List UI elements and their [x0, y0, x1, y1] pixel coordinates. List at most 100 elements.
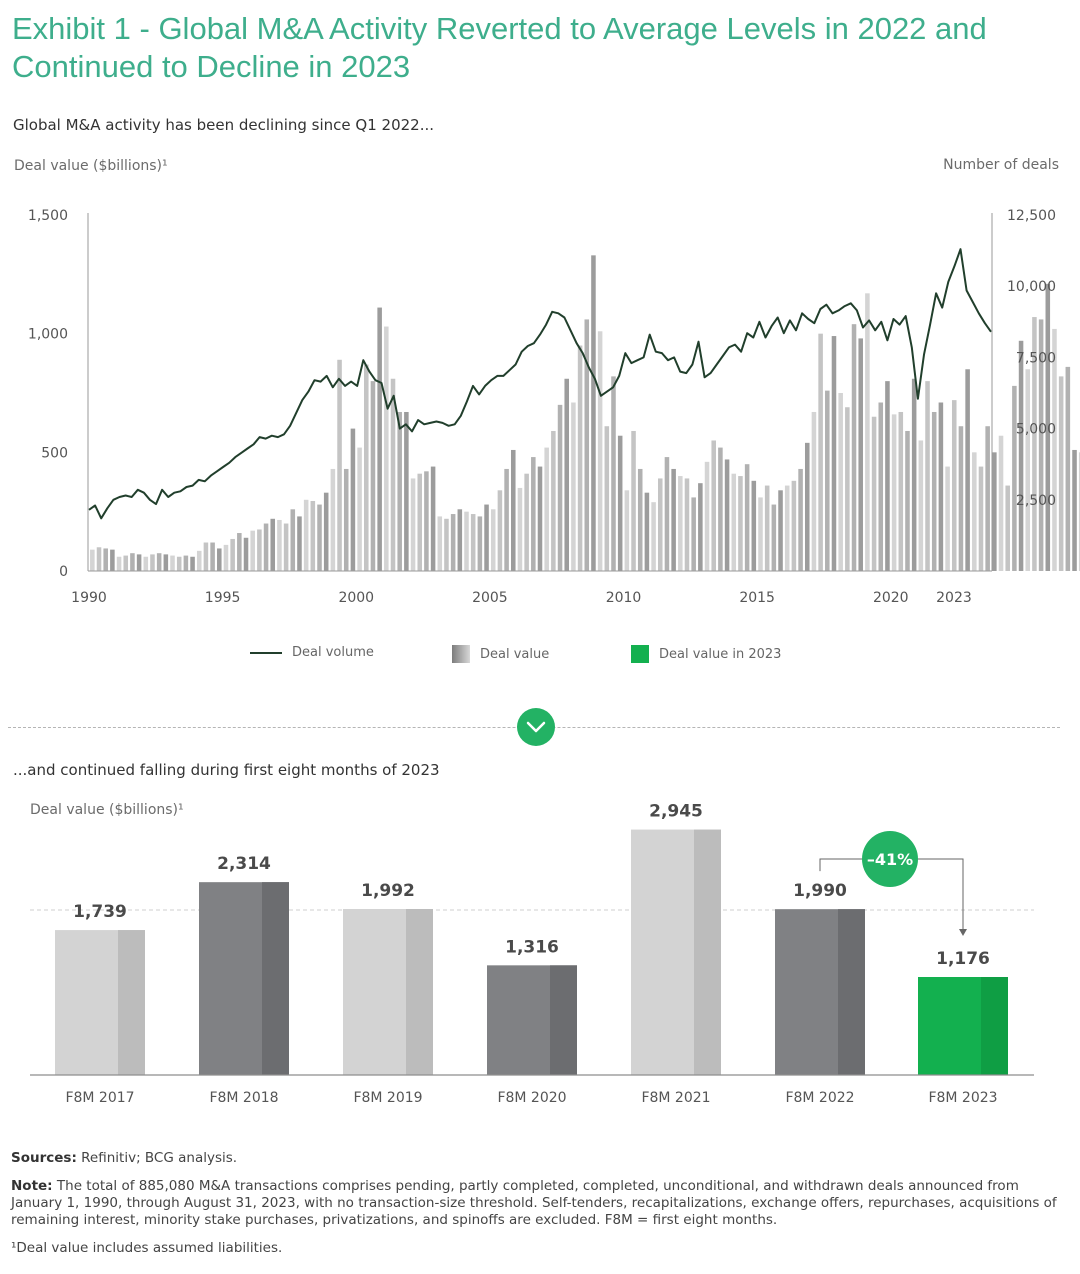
deal-value-bar [384, 326, 389, 571]
x-tick-label: 1995 [205, 590, 241, 606]
methodology-note: Note: The total of 885,080 M&A transacti… [11, 1178, 1066, 1229]
sources-text: Refinitiv; BCG analysis. [76, 1150, 238, 1166]
deal-value-bar [698, 483, 703, 571]
deal-value-bar [657, 478, 663, 571]
deal-value-bar [370, 381, 376, 571]
deal-value-bar [450, 514, 456, 571]
deal-value-bar [130, 553, 135, 571]
deal-value-bar [958, 426, 964, 571]
deal-value-bar [684, 478, 690, 571]
sources-note: Sources: Refinitiv; BCG analysis. [11, 1150, 1066, 1167]
right-tick-label: 5,000 [1016, 422, 1056, 438]
deal-value-bar [758, 497, 763, 571]
left-tick-label: 1,000 [28, 327, 68, 343]
category-label: F8M 2018 [209, 1090, 278, 1106]
deal-value-bar [918, 440, 924, 571]
deal-value-bar [257, 529, 262, 571]
deal-value-bar [397, 411, 402, 571]
category-label: F8M 2019 [353, 1090, 422, 1106]
deal-value-bar [597, 331, 603, 571]
deal-value-bar [404, 411, 409, 571]
deal-value-bar [771, 504, 777, 571]
deal-value-bar [611, 376, 616, 571]
deal-value-bar [477, 516, 483, 571]
deal-value-bar [985, 426, 990, 571]
deal-value-bar [804, 442, 810, 571]
deal-value-bar [1072, 449, 1077, 571]
left-tick-label: 1,500 [28, 208, 68, 224]
note-label: Note: [11, 1178, 53, 1194]
deal-value-bar [925, 381, 930, 571]
left-tick-label: 500 [41, 445, 68, 461]
deal-value-bar [343, 468, 349, 571]
deal-value-bar [671, 468, 676, 571]
deal-value-bar [784, 485, 790, 571]
f8m-bar-shade [262, 882, 289, 1075]
deal-value-bar [511, 449, 516, 571]
f8m-bar-shade [838, 909, 865, 1075]
deal-value-bar [604, 426, 610, 571]
legend-label: Deal value in 2023 [659, 646, 782, 662]
deal-activity-chart: 0 500 1,000 1,500 2,500 5,000 7,500 10,000 12,50… [28, 208, 1080, 606]
deal-value-bar [938, 402, 944, 571]
deal-value-bar [651, 502, 656, 571]
deal-value-bar [196, 550, 202, 571]
deal-value-bar [410, 478, 416, 571]
deal-value-bar [243, 537, 249, 571]
f8m-bar-shade [981, 977, 1008, 1075]
deal-value-bar [337, 359, 342, 571]
category-label: F8M 2020 [497, 1090, 566, 1106]
green-swatch-icon [631, 645, 649, 663]
legend-label: Deal value [480, 646, 550, 662]
x-tick-label: 2015 [739, 590, 775, 606]
deal-value-bar [223, 544, 229, 571]
deal-value-bar [203, 542, 209, 571]
x-tick-label: 2023 [936, 590, 972, 606]
deal-value-bar [644, 492, 650, 571]
footnote: ¹Deal value includes assumed liabilities… [11, 1240, 283, 1256]
deal-value-bar [898, 411, 904, 571]
right-tick-label: 7,500 [1016, 350, 1056, 366]
note-text: The total of 885,080 M&A transactions co… [11, 1178, 1057, 1228]
deal-value-bar [691, 497, 696, 571]
deal-value-bar [537, 466, 543, 571]
deal-value-bar [156, 553, 162, 571]
deal-value-bar [350, 428, 356, 571]
deal-value-bar [678, 476, 683, 571]
deal-value-bar [323, 492, 329, 571]
bottom-axis-title: Deal value ($billions)¹ [30, 802, 184, 818]
category-label: F8M 2017 [65, 1090, 134, 1106]
f8m-bar-shade [118, 930, 145, 1075]
deal-value-bar [217, 548, 222, 571]
deal-value-bar [270, 518, 276, 571]
deal-value-bar [945, 466, 950, 571]
right-tick-label: 2,500 [1016, 493, 1056, 509]
bar-value-label: 1,176 [936, 949, 990, 969]
deal-value-bar [190, 556, 195, 571]
change-badge [862, 831, 918, 887]
deal-value-bar [317, 504, 322, 571]
deal-value-bar [297, 516, 302, 571]
deal-value-bar [911, 378, 917, 571]
deal-value-bar [871, 416, 877, 571]
deal-value-bar [390, 378, 396, 571]
deal-value-bar [90, 549, 95, 571]
f8m-deal-value-chart: 1,739 F8M 2017 2,314 F8M 2018 1,992 F8M 2019 1… [30, 802, 1034, 1106]
deal-volume-series [88, 248, 992, 520]
deal-value-bar [825, 390, 830, 571]
deal-value-bar [885, 381, 890, 571]
bar-value-label: 2,314 [217, 854, 271, 874]
x-tick-label: 2010 [606, 590, 642, 606]
deal-value-bar [891, 414, 897, 571]
f8m-bar-shade [406, 909, 433, 1075]
deal-value-bar [631, 430, 636, 571]
legend-label: Deal volume [292, 645, 374, 660]
change-badge-label: –41% [867, 850, 913, 869]
deal-value-bar [798, 468, 803, 571]
deal-value-bar [437, 516, 443, 571]
deal-value-bar [1018, 340, 1024, 571]
deal-value-bar [1025, 369, 1031, 571]
deal-value-bar [1032, 317, 1037, 571]
deal-value-bar [237, 533, 242, 571]
deal-value-bar [517, 487, 523, 571]
